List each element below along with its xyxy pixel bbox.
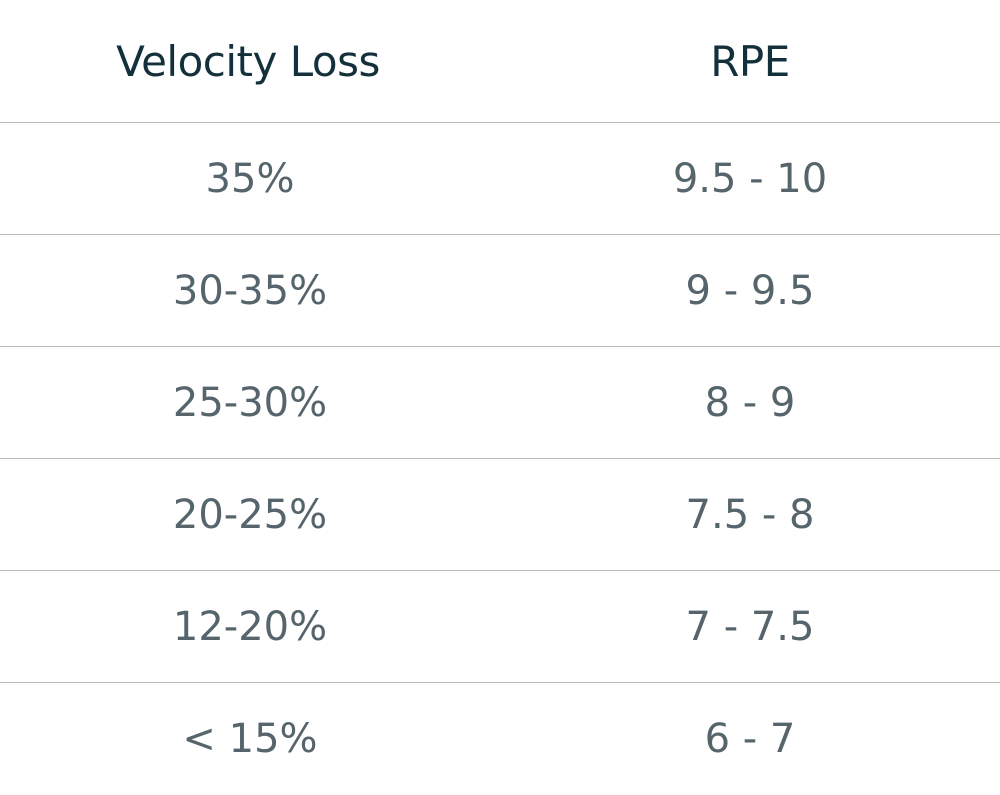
table-row: 25-30% 8 - 9 bbox=[0, 346, 1000, 459]
header-row: Velocity Loss RPE bbox=[0, 0, 1000, 123]
velocity-loss-cell: 20-25% bbox=[0, 458, 500, 571]
rpe-cell: 7 - 7.5 bbox=[500, 570, 1000, 683]
table-row: 20-25% 7.5 - 8 bbox=[0, 458, 1000, 571]
rpe-cell: 9 - 9.5 bbox=[500, 234, 1000, 347]
velocity-loss-cell: < 15% bbox=[0, 682, 500, 794]
velocity-loss-cell: 30-35% bbox=[0, 234, 500, 347]
velocity-loss-cell: 12-20% bbox=[0, 570, 500, 683]
rpe-cell: 6 - 7 bbox=[500, 682, 1000, 794]
header-velocity-loss: Velocity Loss bbox=[116, 36, 380, 86]
table-row: < 15% 6 - 7 bbox=[0, 682, 1000, 794]
rpe-cell: 9.5 - 10 bbox=[500, 122, 1000, 235]
rpe-cell: 8 - 9 bbox=[500, 346, 1000, 459]
velocity-loss-cell: 25-30% bbox=[0, 346, 500, 459]
rpe-cell: 7.5 - 8 bbox=[500, 458, 1000, 571]
header-rpe: RPE bbox=[710, 36, 790, 86]
table-row: 12-20% 7 - 7.5 bbox=[0, 570, 1000, 683]
table-row: 30-35% 9 - 9.5 bbox=[0, 234, 1000, 347]
table-row: 35% 9.5 - 10 bbox=[0, 122, 1000, 235]
velocity-loss-cell: 35% bbox=[0, 122, 500, 235]
